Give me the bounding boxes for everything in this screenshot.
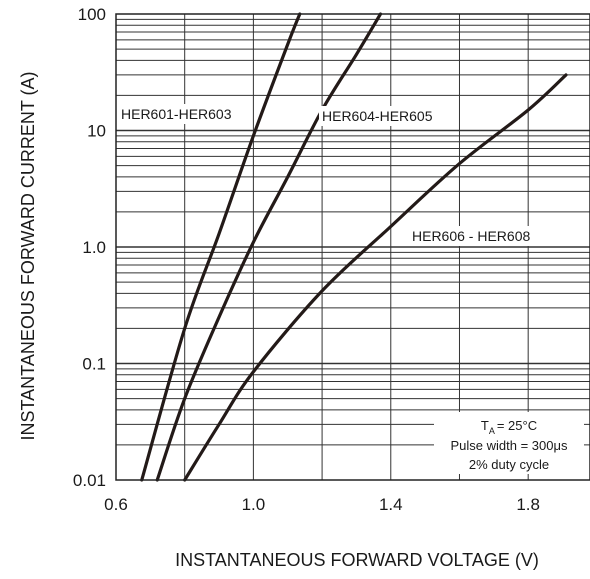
curve-her604-her605 [155,12,383,482]
x-axis-title: INSTANTANEOUS FORWARD VOLTAGE (V) [175,550,539,570]
series-labels: HER601-HER603 HER604-HER605 HER606 - HER60… [118,104,551,246]
series-label-her604-her605: HER604-HER605 [322,108,433,124]
x-tick-label: 1.0 [242,495,266,514]
note-temp-subscript: A [489,426,495,436]
y-tick-label: 0.1 [82,355,106,374]
note-temp-symbol: T [481,418,489,433]
series-label-background [118,104,246,124]
plot-frame [115,13,590,481]
y-tick-label: 0.01 [73,471,106,490]
note-temp-value: = 25°C [497,418,537,433]
note-background [434,412,584,474]
x-tick-labels: 0.6 1.0 1.4 1.8 [104,495,540,514]
curves [140,12,568,482]
curve-her606-her608 [183,73,568,482]
series-label-background [409,226,551,246]
series-label-background [319,106,453,126]
y-tick-label: 10 [87,122,106,141]
series-label-her606-her608: HER606 - HER608 [412,228,530,244]
note-duty-cycle: 2% duty cycle [469,457,549,472]
y-axis-title: INSTANTANEOUS FORWARD CURRENT (A) [18,71,38,440]
test-conditions-note: TA = 25°C Pulse width = 300μs 2% duty cyc… [434,412,584,474]
y-tick-label: 1.0 [82,238,106,257]
note-temperature: TA = 25°C [481,418,537,436]
x-tick-label: 0.6 [104,495,128,514]
note-pulse-width: Pulse width = 300μs [451,438,568,453]
grid [116,14,590,480]
y-tick-labels: 0.01 0.1 1.0 10 100 [73,5,106,490]
curve-her601-her603 [140,12,302,482]
series-label-her601-her603: HER601-HER603 [121,106,232,122]
x-tick-label: 1.8 [516,495,540,514]
y-tick-label: 100 [78,5,106,24]
x-tick-label: 1.4 [379,495,403,514]
